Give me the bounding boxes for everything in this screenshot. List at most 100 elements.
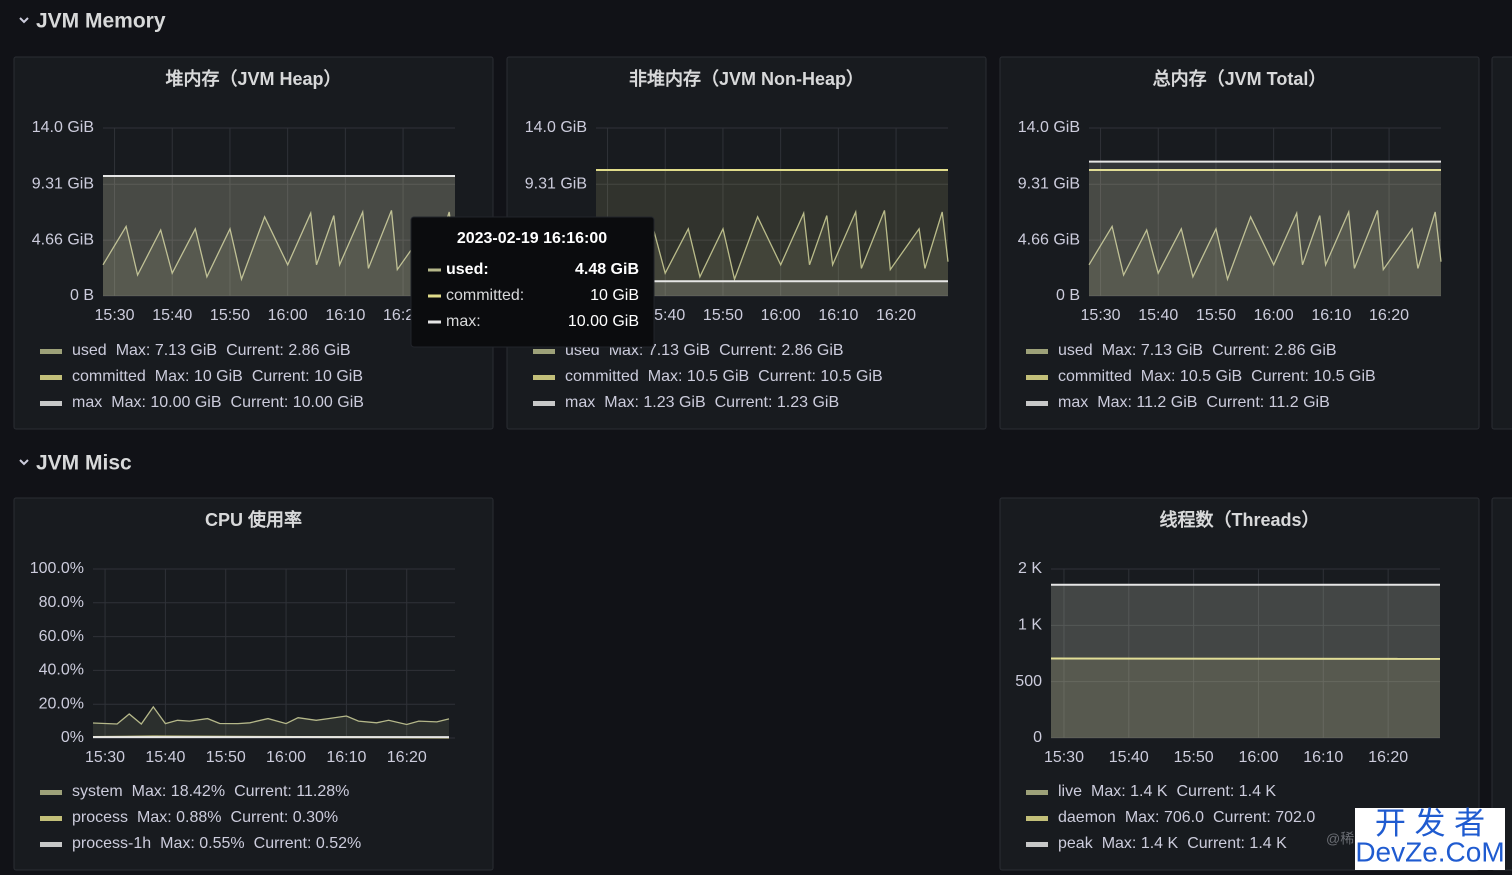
x-tick-label: 16:00 [1254, 307, 1294, 324]
legend-name: committed [565, 368, 639, 385]
panel-frame [999, 56, 1480, 430]
panel: 堆内存（JVM Heap） 0 B 4.66 GiB 9.31 GiB 14.0 GiB… [13, 56, 494, 430]
overlay: 2023-02-19 16:16:00 used: 4.48 GiB commi… [410, 216, 1505, 870]
x-tick-label: 15:40 [152, 307, 192, 324]
legend-name: process-1h [72, 835, 151, 852]
legend-swatch [1026, 349, 1048, 354]
legend-name: used [72, 342, 107, 359]
legend-stat: Max: 1.4 K [1102, 835, 1179, 852]
legend-swatch [40, 790, 62, 795]
legend-stat: Current: 1.23 GiB [715, 394, 840, 411]
y-tick-label: 40.0% [39, 662, 84, 679]
x-tick-label: 15:50 [206, 749, 246, 766]
y-tick-label: 0% [61, 729, 84, 746]
legend-swatch [533, 401, 555, 406]
legend-stat: Max: 7.13 GiB [116, 342, 217, 359]
x-tick-label: 16:20 [876, 307, 916, 324]
series-area [103, 176, 455, 296]
y-tick-label: 9.31 GiB [1018, 175, 1080, 192]
watermark-box [1355, 808, 1505, 870]
series-area [1089, 170, 1441, 296]
legend-stat: Max: 11.2 GiB [1097, 394, 1197, 411]
x-tick-label: 15:30 [1081, 307, 1121, 324]
y-tick-label: 0 B [1056, 287, 1080, 304]
legend-stat: Max: 10.00 GiB [111, 394, 221, 411]
legend-name: live [1058, 783, 1082, 800]
panel: 总内存（JVM Total） 0 B 4.66 GiB 9.31 GiB 14.0 Gi… [999, 56, 1480, 430]
legend-stat: Current: 1.4 K [1177, 783, 1277, 800]
x-tick-label: 16:00 [1238, 749, 1278, 766]
x-tick-label: 16:10 [326, 749, 366, 766]
x-tick-label: 15:50 [1196, 307, 1236, 324]
x-tick-label: 16:10 [1303, 749, 1343, 766]
legend-stat: Current: 0.52% [254, 835, 362, 852]
panel-title: 堆内存（JVM Heap） [165, 68, 341, 89]
x-tick-label: 16:00 [761, 307, 801, 324]
x-tick-label: 15:50 [210, 307, 250, 324]
tooltip-label: used: [446, 261, 489, 278]
legend-stat: Current: 1.4 K [1187, 835, 1287, 852]
y-tick-label: 9.31 GiB [525, 175, 587, 192]
watermark-text: DevZe.CoM [1355, 836, 1504, 867]
panel-title: 总内存（JVM Total） [1153, 68, 1327, 89]
series-area [596, 170, 948, 296]
legend-stat: Current: 10 GiB [252, 368, 363, 385]
y-tick-label: 500 [1015, 673, 1042, 690]
series-area [103, 176, 455, 296]
y-tick-label: 4.66 GiB [1018, 231, 1080, 248]
series-line [102, 209, 456, 282]
series-area [93, 706, 449, 738]
series-area [596, 281, 948, 296]
series-area [596, 210, 948, 296]
panel-title: 非堆内存（JVM Non-Heap） [629, 68, 864, 89]
y-tick-label: 14.0 GiB [1018, 119, 1080, 136]
x-tick-label: 15:40 [145, 749, 185, 766]
y-tick-label: 2 K [1018, 560, 1042, 577]
tooltip-swatch [428, 320, 441, 324]
legend-swatch [533, 375, 555, 380]
legend-swatch [1026, 842, 1048, 847]
y-tick-label: 20.0% [39, 695, 84, 712]
legend-stat: Max: 706.0 [1125, 809, 1204, 826]
collapse-icon[interactable] [19, 17, 29, 24]
legend-name: peak [1058, 835, 1094, 852]
series-area [103, 210, 455, 296]
tooltip-value: 4.48 GiB [575, 261, 639, 278]
legend-swatch [1026, 375, 1048, 380]
section-title[interactable]: JVM Memory [36, 10, 166, 33]
legend-swatch [40, 842, 62, 847]
x-tick-label: 16:20 [1369, 307, 1409, 324]
series-area [1089, 210, 1441, 296]
legend-swatch [1026, 816, 1048, 821]
y-tick-label: 80.0% [39, 594, 84, 611]
legend-name: system [72, 783, 123, 800]
tooltip-time: 2023-02-19 16:16:00 [457, 230, 607, 247]
series-area [1051, 584, 1440, 738]
collapse-icon[interactable] [19, 459, 29, 466]
panel-frame [999, 497, 1480, 871]
y-tick-label: 60.0% [39, 628, 84, 645]
y-tick-label: 9.31 GiB [32, 175, 94, 192]
panel-partial [1491, 497, 1512, 871]
x-tick-label: 15:30 [95, 307, 135, 324]
legend-stat: Max: 1.23 GiB [604, 394, 705, 411]
tooltip-value: 10.00 GiB [568, 313, 639, 330]
series-area [1089, 161, 1441, 296]
x-tick-label: 15:50 [703, 307, 743, 324]
legend-stat: Current: 10.5 GiB [758, 368, 883, 385]
x-tick-label: 15:50 [1174, 749, 1214, 766]
panel-frame [13, 497, 494, 871]
section-title[interactable]: JVM Misc [36, 452, 132, 475]
legend-stat: Current: 0.30% [231, 809, 339, 826]
legend-stat: Current: 2.86 GiB [226, 342, 351, 359]
series-line [1088, 209, 1442, 282]
y-tick-label: 14.0 GiB [32, 119, 94, 136]
y-tick-label: 0 [1033, 729, 1042, 746]
legend-swatch [40, 375, 62, 380]
x-tick-label: 15:30 [1044, 749, 1084, 766]
y-tick-label: 4.66 GiB [32, 231, 94, 248]
x-tick-label: 16:10 [1311, 307, 1351, 324]
panel-title: 线程数（Threads） [1159, 509, 1319, 530]
legend-name: process [72, 809, 128, 826]
